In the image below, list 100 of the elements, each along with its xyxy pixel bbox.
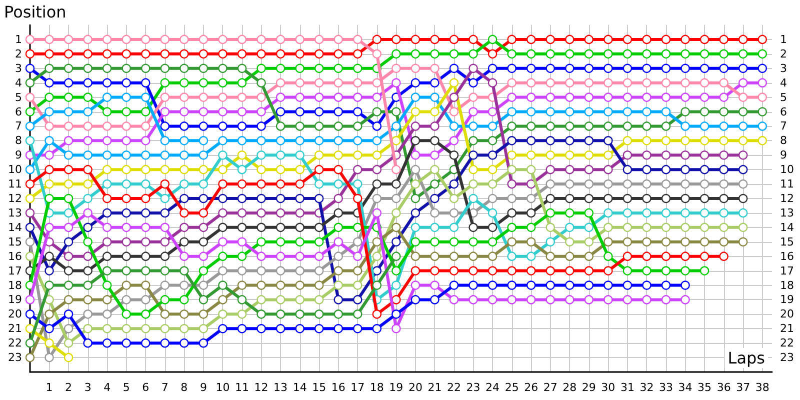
point: [160, 164, 170, 174]
y-tick-label: 16: [8, 250, 22, 263]
point: [661, 49, 671, 59]
point: [604, 222, 613, 232]
point: [468, 34, 478, 44]
point: [353, 222, 362, 232]
point: [430, 252, 440, 261]
y-tick-label: 3: [15, 62, 22, 75]
x-tick-label: 32: [640, 381, 654, 394]
point: [237, 34, 247, 44]
point: [198, 136, 208, 146]
point: [353, 64, 362, 73]
point: [546, 179, 555, 189]
point: [122, 64, 131, 73]
point: [468, 222, 478, 232]
point: [661, 150, 671, 160]
point: [661, 64, 671, 73]
point: [449, 222, 459, 232]
point: [353, 136, 362, 146]
point: [410, 164, 420, 174]
point: [410, 64, 420, 73]
point: [449, 34, 459, 44]
point: [565, 280, 574, 290]
point: [604, 164, 613, 174]
point: [430, 179, 440, 189]
point: [738, 34, 748, 44]
point: [180, 34, 189, 44]
point: [198, 324, 208, 334]
point: [64, 310, 74, 319]
point: [738, 222, 748, 232]
point: [353, 49, 362, 59]
point: [546, 194, 555, 204]
point: [102, 136, 112, 146]
point: [141, 164, 150, 174]
point: [430, 92, 440, 102]
point: [122, 164, 131, 174]
point: [507, 49, 516, 59]
point: [160, 64, 170, 73]
point: [218, 179, 228, 189]
point: [738, 92, 748, 102]
point: [546, 252, 555, 261]
x-tick-label: 7: [161, 381, 168, 394]
x-tick-label: 35: [698, 381, 712, 394]
point: [83, 150, 92, 160]
point: [410, 107, 420, 116]
point: [680, 194, 690, 204]
point: [449, 280, 459, 290]
point: [218, 252, 228, 261]
point: [237, 194, 247, 204]
point: [198, 150, 208, 160]
x-tick-label: 16: [331, 381, 346, 394]
point: [141, 49, 150, 59]
point: [160, 78, 170, 88]
y2-tick-label: 2: [780, 47, 787, 60]
point: [198, 295, 208, 304]
point: [430, 164, 440, 174]
point: [256, 122, 266, 131]
point: [468, 122, 478, 131]
point: [680, 237, 690, 246]
point: [295, 310, 304, 319]
point: [198, 310, 208, 319]
point: [160, 252, 170, 261]
point: [661, 78, 671, 88]
point: [160, 122, 170, 131]
point: [256, 164, 266, 174]
point: [719, 164, 728, 174]
y-tick-label: 15: [8, 235, 22, 248]
point: [141, 280, 150, 290]
point: [642, 92, 652, 102]
point: [218, 34, 228, 44]
point: [430, 280, 440, 290]
point: [700, 34, 710, 44]
point: [488, 237, 498, 246]
point: [372, 237, 382, 246]
point: [83, 136, 92, 146]
point: [314, 237, 324, 246]
point: [700, 208, 710, 218]
point: [295, 280, 304, 290]
point: [102, 324, 112, 334]
x-tick-label: 23: [466, 381, 480, 394]
point: [604, 92, 613, 102]
point: [488, 122, 498, 131]
point: [584, 122, 594, 131]
point: [256, 49, 266, 59]
point: [160, 92, 170, 102]
point: [44, 310, 54, 319]
point: [141, 78, 150, 88]
point: [64, 164, 74, 174]
point: [180, 49, 189, 59]
point: [198, 266, 208, 276]
point: [719, 136, 728, 146]
point: [237, 208, 247, 218]
point: [372, 179, 382, 189]
y2-tick-label: 13: [780, 206, 794, 220]
y-tick-label: 12: [8, 192, 22, 205]
point: [372, 107, 382, 116]
point: [160, 107, 170, 116]
point: [430, 194, 440, 204]
point: [160, 237, 170, 246]
point: [642, 49, 652, 59]
